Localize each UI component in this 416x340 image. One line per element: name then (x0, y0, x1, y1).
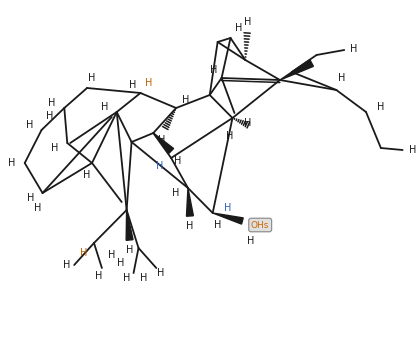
Text: H: H (156, 268, 164, 278)
Text: H: H (26, 120, 33, 130)
Text: H: H (377, 102, 384, 112)
Text: H: H (51, 143, 58, 153)
Text: H: H (101, 102, 109, 112)
Text: H: H (117, 258, 124, 268)
Text: H: H (182, 95, 190, 105)
Text: H: H (145, 78, 152, 88)
Polygon shape (213, 213, 243, 224)
Text: H: H (126, 245, 133, 255)
Text: H: H (235, 23, 242, 33)
Text: H: H (350, 44, 358, 54)
Text: H: H (244, 118, 251, 128)
Text: H: H (158, 135, 165, 145)
Text: H: H (95, 271, 103, 281)
Text: H: H (80, 248, 88, 258)
Text: H: H (34, 203, 41, 213)
Text: H: H (48, 98, 55, 108)
Text: H: H (186, 221, 193, 231)
Text: H: H (83, 170, 91, 180)
Text: H: H (27, 193, 35, 203)
Polygon shape (154, 133, 173, 153)
Polygon shape (280, 59, 313, 80)
Text: H: H (226, 131, 233, 141)
Text: H: H (62, 260, 70, 270)
Text: H: H (140, 273, 147, 283)
Polygon shape (186, 188, 193, 216)
Text: H: H (129, 80, 136, 90)
Text: H: H (172, 188, 180, 198)
Text: H: H (88, 73, 96, 83)
Text: H: H (156, 161, 163, 171)
Text: H: H (46, 111, 53, 121)
Text: H: H (214, 220, 221, 230)
Text: H: H (174, 156, 182, 166)
Text: H: H (8, 158, 15, 168)
Text: H: H (244, 17, 251, 27)
Text: H: H (338, 73, 345, 83)
Polygon shape (126, 210, 133, 240)
Text: H: H (108, 250, 116, 260)
Text: H: H (247, 236, 254, 246)
Text: H: H (224, 203, 231, 213)
Text: H: H (210, 65, 218, 75)
Text: H: H (123, 273, 130, 283)
Text: OHs: OHs (251, 221, 270, 230)
Text: H: H (409, 145, 416, 155)
